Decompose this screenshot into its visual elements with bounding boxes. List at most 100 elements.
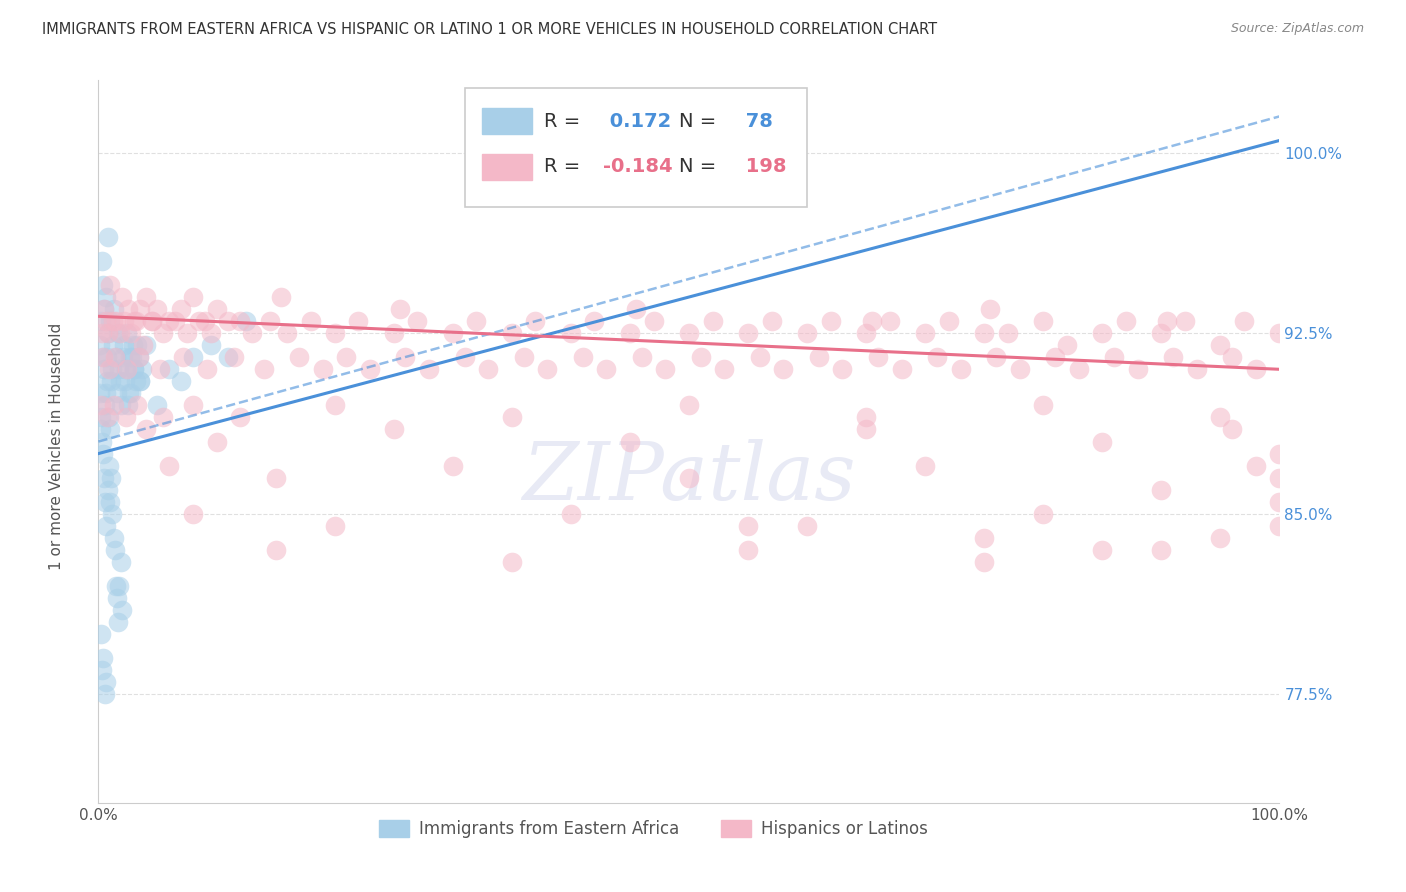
Point <box>1102 350 1125 364</box>
Point <box>128 301 150 316</box>
Point <box>1091 542 1114 557</box>
Point <box>583 314 606 328</box>
Point <box>128 374 150 388</box>
Point <box>259 314 281 328</box>
Point <box>114 410 136 425</box>
Point <box>104 350 127 364</box>
Point <box>98 410 121 425</box>
Point <box>1150 326 1173 340</box>
Point <box>560 507 582 521</box>
Point <box>217 350 239 364</box>
Point <box>890 362 912 376</box>
Point <box>630 350 652 364</box>
Text: R =: R = <box>544 158 586 177</box>
Text: N =: N = <box>679 158 723 177</box>
Point <box>323 326 346 340</box>
Point <box>187 314 209 328</box>
Point <box>1091 326 1114 340</box>
Point <box>96 350 118 364</box>
Point <box>135 290 157 304</box>
Point <box>1032 398 1054 412</box>
Point <box>997 326 1019 340</box>
Point <box>165 314 187 328</box>
Point <box>288 350 311 364</box>
Point <box>855 410 877 425</box>
Point <box>146 398 169 412</box>
Point <box>195 362 218 376</box>
Point <box>100 470 122 484</box>
Point <box>229 314 252 328</box>
Point <box>90 410 112 425</box>
Point <box>91 253 114 268</box>
Point <box>181 290 204 304</box>
Point <box>1056 338 1078 352</box>
Point <box>93 651 115 665</box>
Point <box>702 314 724 328</box>
Point <box>807 350 830 364</box>
Text: R =: R = <box>544 112 586 131</box>
Point <box>131 362 153 376</box>
Point <box>796 326 818 340</box>
Point <box>91 663 114 677</box>
Point <box>170 301 193 316</box>
Point <box>157 458 180 473</box>
Point <box>135 338 157 352</box>
Point <box>108 326 131 340</box>
Point <box>181 350 204 364</box>
Point <box>176 326 198 340</box>
Point <box>98 362 121 376</box>
Point <box>110 555 132 569</box>
Text: N =: N = <box>679 112 723 131</box>
Point <box>91 350 114 364</box>
Point <box>124 374 146 388</box>
Point <box>1067 362 1090 376</box>
Text: 198: 198 <box>738 158 786 177</box>
Point <box>1115 314 1137 328</box>
Point <box>973 555 995 569</box>
Point <box>1268 494 1291 508</box>
Legend: Immigrants from Eastern Africa, Hispanics or Latinos: Immigrants from Eastern Africa, Hispanic… <box>373 814 935 845</box>
Point <box>536 362 558 376</box>
Point <box>1032 507 1054 521</box>
Point <box>1043 350 1066 364</box>
Point <box>200 326 222 340</box>
Point <box>678 470 700 484</box>
Point <box>91 326 114 340</box>
Point <box>512 350 534 364</box>
Point <box>914 458 936 473</box>
Point <box>97 326 120 340</box>
Point <box>1150 542 1173 557</box>
Point <box>855 422 877 436</box>
Point <box>108 362 131 376</box>
Point <box>831 362 853 376</box>
Point <box>253 362 276 376</box>
Point <box>100 374 122 388</box>
Point <box>101 362 124 376</box>
Point <box>388 301 411 316</box>
Point <box>1174 314 1197 328</box>
Point <box>103 531 125 545</box>
Point <box>1185 362 1208 376</box>
Point <box>737 542 759 557</box>
Point <box>128 350 150 364</box>
Point <box>1161 350 1184 364</box>
Point <box>323 398 346 412</box>
Text: ZIPatlas: ZIPatlas <box>522 439 856 516</box>
Point <box>98 494 121 508</box>
Point <box>382 326 405 340</box>
Point <box>105 591 128 605</box>
Text: 1 or more Vehicles in Household: 1 or more Vehicles in Household <box>49 322 63 570</box>
Point <box>110 374 132 388</box>
Point <box>94 675 117 690</box>
Point <box>194 314 217 328</box>
Point <box>860 314 883 328</box>
Point <box>1268 470 1291 484</box>
Point <box>1244 362 1267 376</box>
Point <box>101 507 124 521</box>
Point <box>855 326 877 340</box>
Point <box>91 446 114 460</box>
Point <box>93 301 115 316</box>
Point <box>1233 314 1256 328</box>
Point <box>925 350 948 364</box>
Point <box>229 410 252 425</box>
